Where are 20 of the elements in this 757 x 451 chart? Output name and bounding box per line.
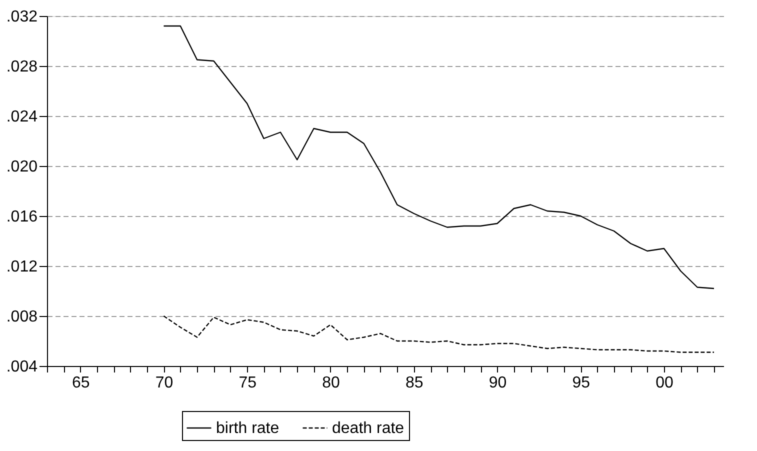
legend-label: death rate xyxy=(332,420,404,437)
line-series xyxy=(163,25,715,290)
y-tick-label: .012 xyxy=(6,258,38,276)
line-series xyxy=(163,315,715,353)
legend-label: birth rate xyxy=(216,420,280,437)
x-tick-label: 85 xyxy=(405,374,424,392)
x-tick-label: 00 xyxy=(656,374,674,392)
x-tick-label: 65 xyxy=(72,374,90,392)
y-tick-label: .008 xyxy=(6,308,38,326)
x-tick-label: 80 xyxy=(322,374,340,392)
x-tick-label: 90 xyxy=(488,374,507,392)
y-tick-label: .028 xyxy=(6,58,38,76)
y-tick-label: .024 xyxy=(6,108,38,126)
x-tick-label: 70 xyxy=(155,374,174,392)
x-tick-label: 75 xyxy=(238,374,257,392)
y-tick-label: .016 xyxy=(6,208,38,226)
y-tick-label: .004 xyxy=(6,358,38,376)
x-tick-label: 95 xyxy=(572,374,590,392)
y-tick-label: .032 xyxy=(6,8,38,26)
y-tick-label: .020 xyxy=(6,158,38,176)
